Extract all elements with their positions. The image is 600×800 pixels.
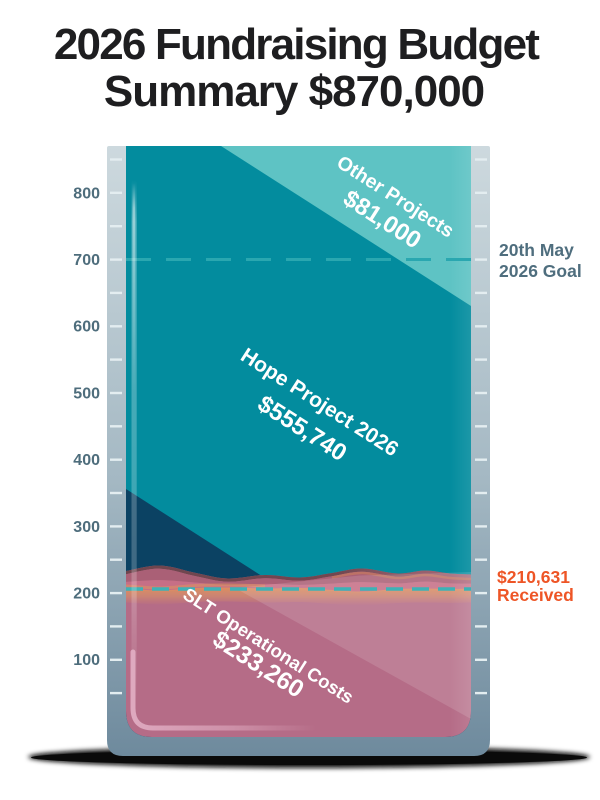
svg-text:100: 100 — [73, 652, 100, 669]
svg-text:Received: Received — [497, 585, 574, 605]
svg-text:$210,631: $210,631 — [497, 567, 570, 587]
svg-text:500: 500 — [73, 385, 100, 402]
svg-text:700: 700 — [73, 252, 100, 269]
svg-text:300: 300 — [73, 519, 100, 536]
svg-text:20th May: 20th May — [499, 240, 574, 260]
svg-text:200: 200 — [73, 586, 100, 603]
svg-text:600: 600 — [73, 319, 100, 336]
svg-text:Summary $870,000: Summary $870,000 — [104, 67, 484, 116]
svg-text:400: 400 — [73, 452, 100, 469]
svg-text:2026 Goal: 2026 Goal — [499, 261, 582, 281]
svg-text:2026 Fundraising Budget: 2026 Fundraising Budget — [54, 20, 540, 69]
svg-text:800: 800 — [73, 185, 100, 202]
